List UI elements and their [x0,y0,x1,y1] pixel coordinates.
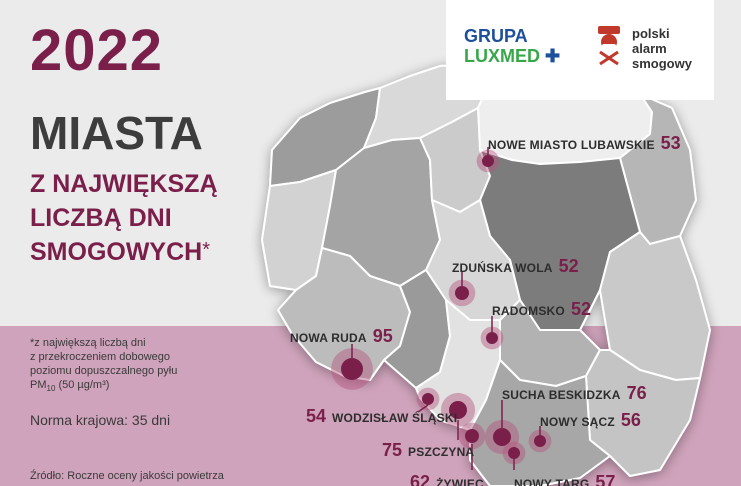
city-label: NOWY SĄCZ 56 [540,410,641,431]
city-marker [341,358,363,380]
city-marker [465,429,479,443]
city-marker [493,428,511,446]
psa-mask-icon [598,26,620,66]
city-name: WODZISŁAW ŚLĄSKI [332,411,458,425]
heading-line4: SMOGOWYCH* [30,238,211,266]
city-days: 56 [620,410,641,430]
city-marker [455,286,469,300]
heading-line3: LICZBĄ DNI [30,204,172,232]
city-label: SUCHA BESKIDZKA 76 [502,383,647,404]
city-label: ZDUŃSKA WOLA 52 [452,256,579,277]
heading-line2: Z NAJWIĘKSZĄ [30,170,218,198]
city-name: RADOMSKO [492,304,565,318]
city-marker [486,332,498,344]
city-days: 76 [626,383,647,403]
city-marker [482,155,494,167]
city-label: 54 WODZISŁAW ŚLĄSKI [306,406,457,427]
city-label: NOWE MIASTO LUBAWSKIE 53 [488,133,681,154]
city-days: 54 [306,406,327,426]
city-label: RADOMSKO 52 [492,299,591,320]
city-markers [331,147,552,470]
city-label: 62 ŻYWIEC [410,472,484,486]
luxmed-logo: GRUPA LUXMED ✚ [464,26,560,66]
psa-logo-line1: polski [632,26,670,41]
city-marker [508,447,520,459]
city-name: ŻYWIEC [436,477,484,486]
city-leader-line [417,404,429,413]
city-days: 95 [372,326,393,346]
luxmed-logo-line2: LUXMED ✚ [464,46,561,66]
source-note: Źródło: Roczne oceny jakości powietrza [30,470,224,482]
region-slaskie [415,299,501,431]
city-label: NOWY TARG 57 [514,472,615,486]
city-days: 75 [382,440,403,460]
city-name: PSZCZYNA [408,445,475,459]
city-days: 62 [410,472,431,486]
city-name: SUCHA BESKIDZKA [502,388,621,402]
city-label: NOWA RUDA 95 [290,326,393,347]
city-marker [422,393,434,405]
city-name: NOWY SĄCZ [540,415,615,429]
psa-logo: polski alarm smogowy [632,26,692,71]
logo-card [446,0,714,100]
footnote-line4: PM10 (50 µg/m³) [30,379,110,394]
city-marker [534,435,546,447]
psa-logo-line3: smogowy [632,56,692,71]
city-days: 52 [570,299,591,319]
city-marker [449,401,467,419]
city-name: NOWA RUDA [290,331,367,345]
city-days: 57 [595,472,616,486]
luxmed-logo-line1: GRUPA [464,26,528,46]
city-name: NOWY TARG [514,477,590,486]
footnote-line2: z przekroczeniem dobowego [30,351,171,363]
footnote-line1: *z największą liczbą dni [30,337,146,349]
city-days: 53 [660,133,681,153]
footnote: *z największą liczbą dni z przekroczenie… [30,336,260,396]
heading-miasta: MIASTA [30,107,203,159]
city-name: ZDUŃSKA WOLA [452,261,553,275]
footnote-line3: poziomu dopuszczalnego pyłu [30,365,178,377]
psa-logo-line2: alarm [632,41,667,56]
city-name: NOWE MIASTO LUBAWSKIE [488,138,655,152]
city-label: 75 PSZCZYNA [382,440,474,461]
city-days: 52 [558,256,579,276]
national-norm: Norma krajowa: 35 dni [30,412,171,428]
year-title: 2022 [30,18,164,83]
